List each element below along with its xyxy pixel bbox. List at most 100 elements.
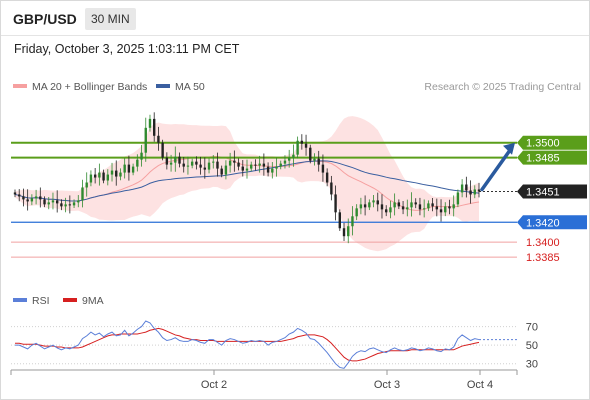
candle [85,182,88,188]
rsi-ma-line [15,327,480,362]
candle [157,135,160,143]
ma50-legend-swatch [156,84,170,88]
candle [351,216,354,227]
price-chart[interactable]: MA 20 + Bollinger Bands MA 50 Research ©… [1,37,589,397]
candle [325,172,329,183]
candle [207,162,211,170]
candle [241,166,244,171]
candle [98,172,101,178]
rsi-tick-label: 30 [526,359,538,371]
9ma-legend-label: 9MA [82,295,104,307]
level-label-box [517,150,587,165]
candle [258,163,261,166]
candle [182,163,185,167]
rsi-legend-swatch [13,298,27,302]
candle [148,118,152,128]
candle [106,174,109,181]
candle [77,200,80,203]
candle [55,200,59,204]
candle [444,206,447,213]
candle [115,170,118,177]
credit-text: Research © 2025 Trading Central [424,81,581,93]
bollinger-area [15,116,479,252]
candle [304,143,308,148]
candle [254,164,257,166]
candle [456,192,460,205]
candle [355,208,358,217]
candle [153,118,156,136]
candle [212,161,215,163]
candle [68,204,72,206]
candle [110,170,114,175]
candle [359,204,363,209]
candle [224,165,228,175]
bollinger-bands [14,116,480,252]
candle [266,166,270,173]
candle [64,204,67,207]
candle [47,202,50,205]
candle [233,160,236,163]
candle [465,184,468,191]
rsi-tick-label: 50 [526,340,538,352]
candle [317,158,320,165]
candle [469,190,472,195]
candle [93,174,97,178]
candle [34,196,38,199]
candle [119,172,122,177]
candle [414,202,417,205]
candle [342,228,346,237]
candle [460,184,464,193]
candle [309,147,312,161]
candle [237,162,240,167]
candles [13,112,481,244]
bollinger-legend-swatch [13,84,27,88]
level-label: 1.3485 [526,153,560,165]
candle [22,196,25,200]
ma50-legend-label: MA 50 [175,81,205,93]
candle [347,226,350,237]
candle [321,164,325,173]
x-tick-label: Oct 4 [467,379,493,391]
candle [131,166,135,173]
candle [186,165,190,167]
candle [13,192,17,195]
candle [89,174,93,183]
candle [380,204,384,210]
candle [296,140,299,155]
candle [144,127,147,153]
candle [439,209,443,213]
timeframe-button[interactable]: 30 MIN [85,8,136,30]
price-axis-labels: 1.3500 1.3485 1.3420 1.3400 1.3385 1.3451 [517,135,587,264]
candle [81,187,84,201]
forecast-line [480,146,513,192]
forecast-arrowhead [503,142,515,155]
candle [123,164,126,173]
bollinger-legend-label: MA 20 + Bollinger Bands [32,81,147,93]
level-label-box [517,135,587,150]
current-price-box [517,184,587,199]
candle [418,204,422,210]
candle [228,160,232,166]
candle [72,202,76,206]
candle [216,161,219,169]
candle [140,152,143,160]
rsi-legend-label: RSI [32,295,50,307]
rsi-line [15,320,480,369]
candle [473,189,476,195]
candle [406,207,409,210]
x-tick-label: Oct 2 [201,379,227,391]
currency-pair: GBP/USD [13,11,77,27]
rsi-panel: 70 50 30 [11,320,538,371]
candle [300,140,304,144]
candle [334,194,337,213]
candle [165,157,169,165]
candle [279,163,282,167]
candle [178,156,181,164]
candle [292,154,295,158]
candle [102,172,105,181]
x-axis-ticks: Oct 2 Oct 3 Oct 4 [201,370,493,391]
9ma-legend-swatch [63,298,77,302]
candle [26,199,29,202]
candle [190,161,194,166]
candle [127,164,131,173]
